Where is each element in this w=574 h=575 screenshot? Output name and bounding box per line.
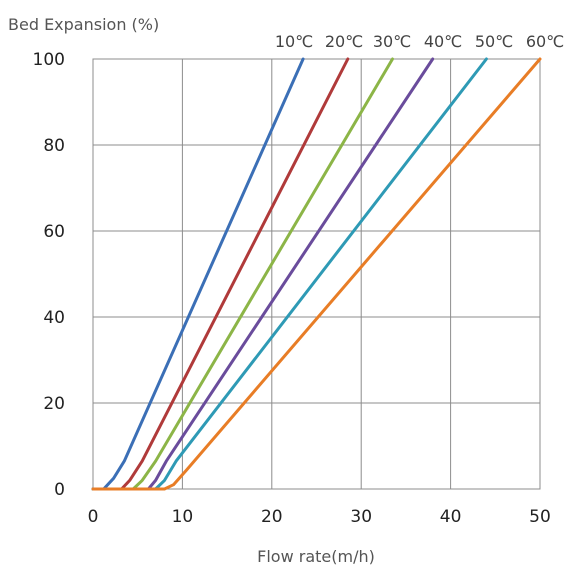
x-tick-label: 40 [440, 507, 462, 527]
series-label: 20℃ [325, 32, 363, 51]
series-label: 10℃ [275, 32, 313, 51]
x-tick-label: 10 [172, 507, 194, 527]
tick-labels: 0 10 20 30 40 50 0 20 40 60 80 100 [33, 50, 551, 527]
y-axis-title: Bed Expansion (%) [8, 15, 159, 34]
axes [92, 58, 541, 490]
x-axis-title: Flow rate(m/h) [257, 547, 375, 566]
series-line [91, 57, 394, 491]
series-line [91, 57, 350, 491]
series-lines [91, 57, 542, 491]
series-label: 60℃ [526, 32, 564, 51]
plot-border [92, 58, 541, 490]
x-tick-label: 0 [88, 507, 99, 527]
series-line [91, 57, 542, 491]
y-tick-label: 20 [43, 394, 65, 414]
series-line [91, 57, 435, 491]
y-tick-label: 60 [43, 222, 65, 242]
series-label: 30℃ [373, 32, 411, 51]
y-tick-label: 40 [43, 308, 65, 328]
series-label: 50℃ [475, 32, 513, 51]
series-label: 40℃ [424, 32, 462, 51]
x-tick-label: 30 [350, 507, 372, 527]
x-tick-label: 50 [529, 507, 551, 527]
x-tick-label: 20 [261, 507, 283, 527]
y-tick-label: 100 [33, 50, 65, 70]
y-tick-label: 80 [43, 136, 65, 156]
y-tick-label: 0 [54, 480, 65, 500]
series-labels: 10℃ 20℃ 30℃ 40℃ 50℃ 60℃ [275, 32, 564, 51]
